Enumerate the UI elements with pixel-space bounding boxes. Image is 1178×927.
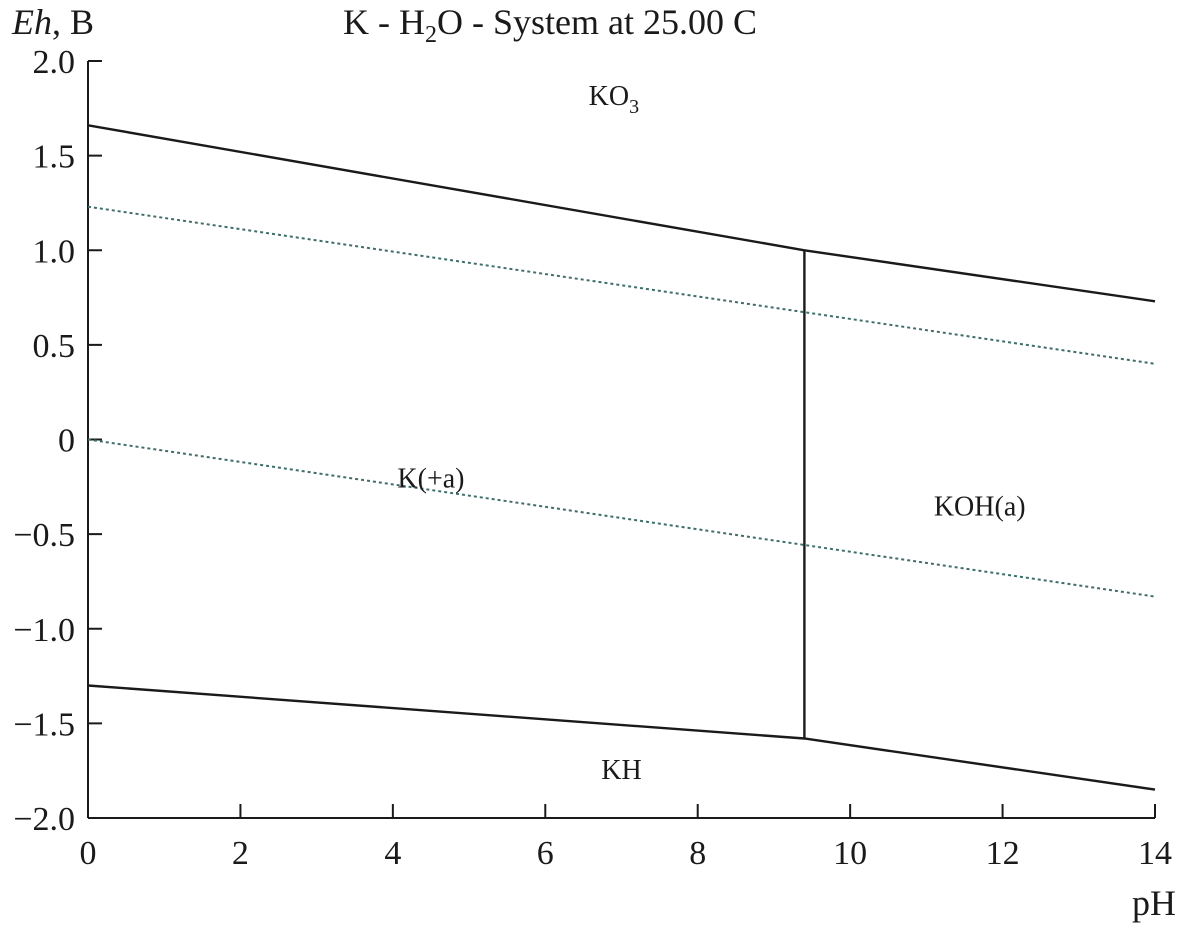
water-stability-line-3 <box>87 205 1156 365</box>
x-tick-label: 10 <box>833 835 867 872</box>
y-tick-label: −1.5 <box>13 706 75 743</box>
region-label-3: KH <box>601 755 641 786</box>
y-tick-label: 0 <box>58 423 75 460</box>
axes <box>87 61 1155 819</box>
y-axis-label: Eh, B <box>11 2 94 42</box>
series-lines <box>87 124 1156 791</box>
region-label-0: KO3 <box>589 81 639 118</box>
region-label-2: KOH(a) <box>934 492 1026 523</box>
region-labels: KO3 K(+a) KOH(a) KH <box>397 81 1025 786</box>
y-tick-label: −0.5 <box>13 517 75 554</box>
boundary-line-0 <box>87 124 1156 303</box>
x-tick-label: 4 <box>384 835 401 872</box>
y-tick-label: −2.0 <box>13 801 75 838</box>
x-tick-label: 14 <box>1138 835 1172 872</box>
x-tick-label: 6 <box>537 835 554 872</box>
y-tick-label: 0.5 <box>33 328 76 365</box>
x-tick-label: 8 <box>689 835 706 872</box>
ticks: 2.01.51.00.50−0.5−1.0−1.5−2.00 2 4 6 8 10 12 14 <box>13 44 1172 872</box>
x-tick-label: 12 <box>986 835 1020 872</box>
x-tick-label: 2 <box>232 835 249 872</box>
x-axis-label: pH <box>1132 883 1176 923</box>
y-tick-label: 1.5 <box>33 139 76 176</box>
y-tick-label: −1.0 <box>13 612 75 649</box>
y-tick-label: 1.0 <box>33 233 76 270</box>
region-label-1: K(+a) <box>397 463 464 494</box>
x-tick-label: 0 <box>80 835 97 872</box>
y-tick-label: 2.0 <box>33 44 76 81</box>
chart-title: K - H2O - System at 25.00 C <box>343 2 757 48</box>
